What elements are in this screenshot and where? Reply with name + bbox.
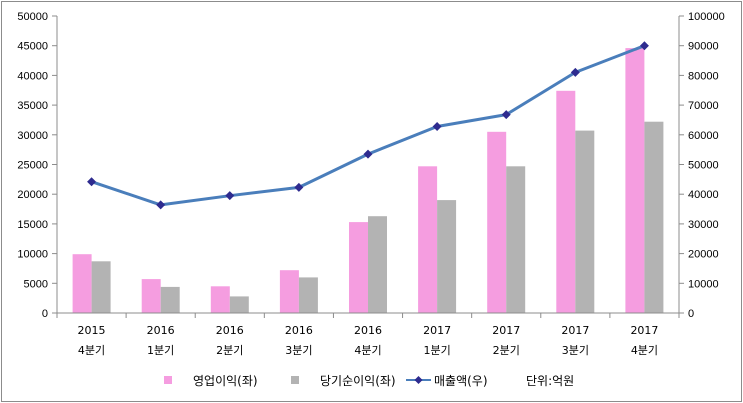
right-tick-label: 90000 (688, 41, 719, 53)
left-tick-label: 10000 (17, 249, 48, 261)
legend-label-revenue: 매출액(우) (434, 374, 488, 388)
x-tick-label-year: 2017 (492, 324, 520, 337)
bar-net-income (506, 166, 526, 313)
x-tick-label-year: 2016 (354, 324, 382, 337)
x-tick-label-quarter: 2분기 (493, 344, 520, 357)
revenue-marker (363, 149, 373, 159)
x-tick-label-quarter: 1분기 (147, 344, 174, 357)
left-tick-label: 0 (42, 308, 48, 320)
right-tick-label: 40000 (688, 189, 719, 201)
legend-marker-revenue (414, 376, 423, 384)
left-tick-label: 5000 (24, 278, 48, 290)
left-tick-label: 30000 (17, 130, 48, 142)
bar-operating-profit (349, 222, 368, 313)
right-tick-label: 70000 (688, 100, 719, 112)
revenue-marker (639, 41, 649, 51)
revenue-marker (156, 200, 166, 210)
left-tick-label: 35000 (17, 100, 48, 112)
bar-operating-profit (72, 254, 92, 313)
right-tick-label: 20000 (688, 249, 719, 261)
right-tick-label: 80000 (688, 70, 719, 82)
legend: 영업이익(좌) 당기순이익(좌) 매출액(우) 단위:억원 (164, 374, 574, 388)
right-tick-label: 60000 (688, 130, 719, 142)
revenue-marker (501, 110, 511, 120)
bar-operating-profit (210, 286, 230, 313)
right-tick-label: 30000 (688, 219, 719, 231)
x-tick-label-year: 2016 (147, 324, 175, 337)
unit-note: 단위:억원 (526, 374, 574, 388)
x-tick-label-quarter: 4분기 (354, 344, 381, 357)
x-tick-label-year: 2017 (630, 324, 658, 337)
right-tick-label: 100000 (688, 11, 725, 23)
x-tick-label-year: 2017 (561, 324, 589, 337)
revenue-marker (432, 121, 442, 131)
bar-operating-profit (279, 270, 299, 313)
left-tick-label: 45000 (17, 41, 48, 53)
x-tick-label-year: 2016 (216, 324, 244, 337)
x-tick-label-year: 2017 (423, 324, 451, 337)
legend-label-net-income: 당기순이익(좌) (320, 374, 396, 388)
axes-layer: 0 5000 10000 15000 20000 25000 30000 35000 40000… (17, 11, 724, 357)
right-tick-label: 50000 (688, 160, 719, 172)
x-tick-label-year: 2016 (285, 324, 313, 337)
revenue-marker (294, 182, 304, 192)
bar-operating-profit (418, 166, 438, 313)
legend-swatch-operating-profit (164, 376, 172, 384)
revenue-marker (225, 191, 235, 201)
x-tick-label-year: 2015 (78, 324, 106, 337)
bar-net-income (368, 216, 387, 313)
x-tick-label-quarter: 1분기 (423, 344, 450, 357)
bar-net-income (160, 286, 180, 313)
bar-net-income (91, 261, 111, 313)
legend-label-operating-profit: 영업이익(좌) (193, 374, 258, 388)
bars-layer (72, 48, 664, 313)
revenue-marker (87, 177, 97, 187)
bar-net-income (437, 200, 457, 313)
bar-operating-profit (141, 279, 161, 313)
x-tick-label-quarter: 2분기 (216, 344, 243, 357)
x-tick-label-quarter: 3분기 (562, 344, 589, 357)
left-tick-label: 40000 (17, 70, 48, 82)
left-tick-label: 20000 (17, 189, 48, 201)
right-tick-label: 10000 (688, 278, 719, 290)
left-tick-label: 25000 (17, 160, 48, 172)
line-layer (87, 41, 649, 210)
bar-operating-profit (556, 90, 576, 313)
bar-net-income (644, 121, 664, 313)
bar-net-income (575, 130, 595, 313)
x-tick-label-quarter: 4분기 (631, 344, 658, 357)
bar-operating-profit (487, 131, 507, 313)
right-tick-label: 0 (688, 308, 694, 320)
bar-net-income (229, 296, 249, 313)
legend-swatch-net-income (291, 376, 299, 384)
left-tick-label: 50000 (17, 11, 48, 23)
bar-operating-profit (625, 48, 645, 313)
left-tick-label: 15000 (17, 219, 48, 231)
revenue-marker (570, 67, 580, 77)
bar-net-income (298, 277, 318, 313)
x-tick-label-quarter: 4분기 (78, 344, 105, 357)
x-tick-label-quarter: 3분기 (285, 344, 312, 357)
